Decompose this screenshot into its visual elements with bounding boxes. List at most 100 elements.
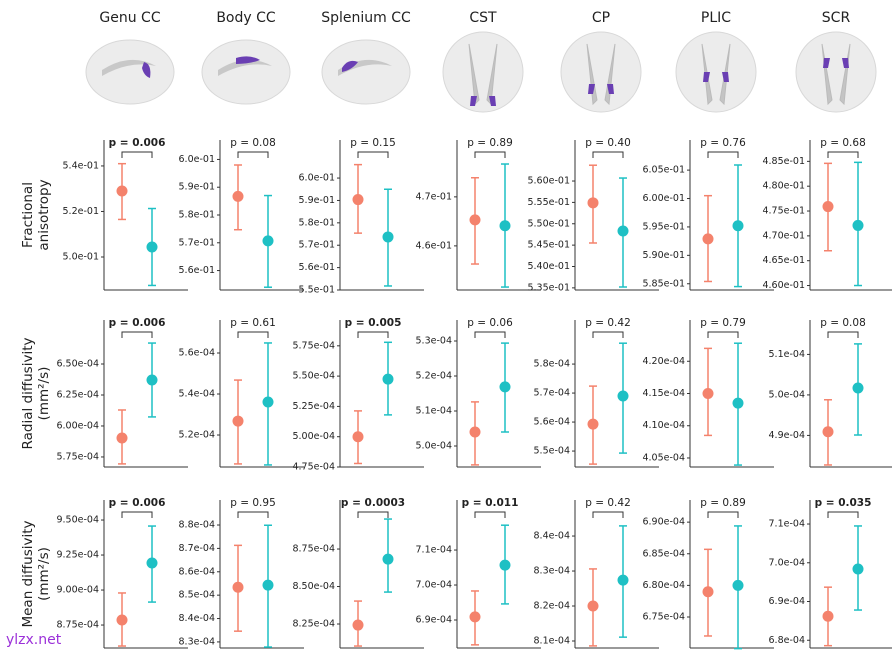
highlighted-region — [703, 72, 729, 82]
point — [116, 614, 128, 626]
brain-outline — [201, 39, 291, 105]
y-tick-label: 4.9e-04 — [769, 430, 805, 441]
y-tick-label: 7.1e-04 — [769, 519, 805, 530]
y-tick-label: 4.05e-04 — [642, 452, 685, 463]
y-tick-label: 5.60e-01 — [527, 176, 570, 187]
p-value: p = 0.42 — [585, 317, 631, 329]
highlighted-region — [588, 84, 614, 94]
p-value: p = 0.95 — [230, 497, 276, 509]
point — [587, 197, 599, 209]
row-label: Radial diffusivity — [20, 338, 36, 450]
point — [262, 396, 274, 408]
point — [852, 382, 864, 394]
brain-outline — [321, 39, 411, 105]
y-tick-label: 5.6e-04 — [179, 348, 215, 359]
y-tick-label: 4.20e-04 — [642, 356, 685, 367]
brain-structure — [102, 59, 156, 76]
y-tick-label: 4.60e-01 — [762, 280, 805, 291]
y-tick-label: 5.5e-04 — [534, 446, 570, 457]
p-value: p = 0.035 — [815, 497, 872, 509]
comparison-bracket — [121, 331, 153, 338]
brain-illustration — [321, 39, 411, 105]
row-label: Mean diffusivity — [20, 520, 36, 627]
y-tick-label: 4.85e-01 — [762, 156, 805, 167]
y-tick-label: 8.6e-04 — [179, 566, 215, 577]
y-tick-label: 8.5e-04 — [179, 590, 215, 601]
comparison-bracket — [357, 331, 389, 338]
comparison-bracket — [592, 511, 624, 518]
brain-structure — [468, 43, 498, 106]
point — [499, 559, 511, 571]
point — [469, 611, 481, 623]
point — [232, 190, 244, 202]
y-tick-label: 4.7e-01 — [416, 191, 452, 202]
y-tick-label: 5.7e-04 — [534, 388, 570, 399]
comparison-bracket — [827, 151, 859, 158]
brain-illustration — [201, 39, 291, 105]
row-label: anisotropy — [36, 179, 52, 250]
p-value: p = 0.68 — [820, 137, 866, 149]
y-tick-label: 4.10e-04 — [642, 420, 685, 431]
comparison-bracket — [121, 511, 153, 518]
p-value: p = 0.40 — [585, 137, 631, 149]
point — [732, 579, 744, 591]
brain-outline — [442, 31, 524, 113]
point — [262, 579, 274, 591]
row-label: (mm²/s) — [36, 547, 52, 601]
point — [702, 388, 714, 399]
y-tick-label: 4.75e-01 — [762, 206, 805, 217]
brain-outline — [795, 31, 877, 113]
point — [852, 219, 864, 231]
y-tick-label: 6.00e-04 — [56, 420, 99, 431]
comparison-bracket — [237, 511, 269, 518]
watermark: ylzx.net — [6, 632, 62, 648]
y-tick-label: 8.75e-04 — [292, 544, 335, 555]
y-tick-label: 5.4e-04 — [179, 389, 215, 400]
brain-structure — [218, 59, 272, 76]
comparison-bracket — [474, 151, 506, 158]
brain-outline — [85, 39, 175, 105]
y-tick-label: 5.0e-04 — [416, 441, 452, 452]
y-tick-label: 9.50e-04 — [56, 515, 99, 526]
y-tick-label: 4.80e-01 — [762, 181, 805, 192]
p-value: p = 0.08 — [820, 317, 866, 329]
y-tick-label: 9.25e-04 — [56, 550, 99, 561]
point — [382, 373, 394, 385]
point — [382, 553, 394, 565]
y-tick-label: 8.3e-04 — [179, 636, 215, 647]
y-tick-label: 8.50e-04 — [292, 581, 335, 592]
y-tick-label: 6.50e-04 — [56, 359, 99, 370]
point — [732, 397, 744, 409]
p-value: p = 0.89 — [467, 137, 513, 149]
p-value: p = 0.0003 — [341, 497, 405, 509]
y-tick-label: 5.0e-01 — [63, 251, 99, 262]
y-tick-label: 5.9e-01 — [179, 182, 215, 193]
point — [352, 431, 364, 443]
y-tick-label: 5.50e-01 — [527, 218, 570, 229]
comparison-bracket — [357, 151, 389, 158]
y-tick-label: 6.85e-04 — [642, 548, 685, 559]
y-tick-label: 6.25e-04 — [56, 389, 99, 400]
p-value: p = 0.89 — [700, 497, 746, 509]
y-tick-label: 5.1e-04 — [769, 349, 805, 360]
y-tick-label: 5.55e-01 — [527, 197, 570, 208]
point — [822, 610, 834, 622]
p-value: p = 0.79 — [700, 317, 746, 329]
point — [116, 432, 128, 444]
p-value: p = 0.06 — [467, 317, 513, 329]
point — [617, 574, 629, 586]
y-tick-label: 5.35e-01 — [527, 282, 570, 293]
point — [587, 600, 599, 612]
y-tick-label: 5.75e-04 — [292, 340, 335, 351]
highlighted-region — [236, 56, 260, 64]
comparison-bracket — [707, 511, 739, 518]
y-tick-label: 5.85e-01 — [642, 278, 685, 289]
brain-illustration — [795, 31, 877, 113]
brain-structure — [821, 43, 851, 106]
point — [232, 415, 244, 427]
y-tick-label: 8.75e-04 — [56, 620, 99, 631]
point — [617, 225, 629, 237]
y-tick-label: 5.40e-01 — [527, 261, 570, 272]
comparison-bracket — [121, 151, 153, 158]
row-label: (mm²/s) — [36, 367, 52, 421]
